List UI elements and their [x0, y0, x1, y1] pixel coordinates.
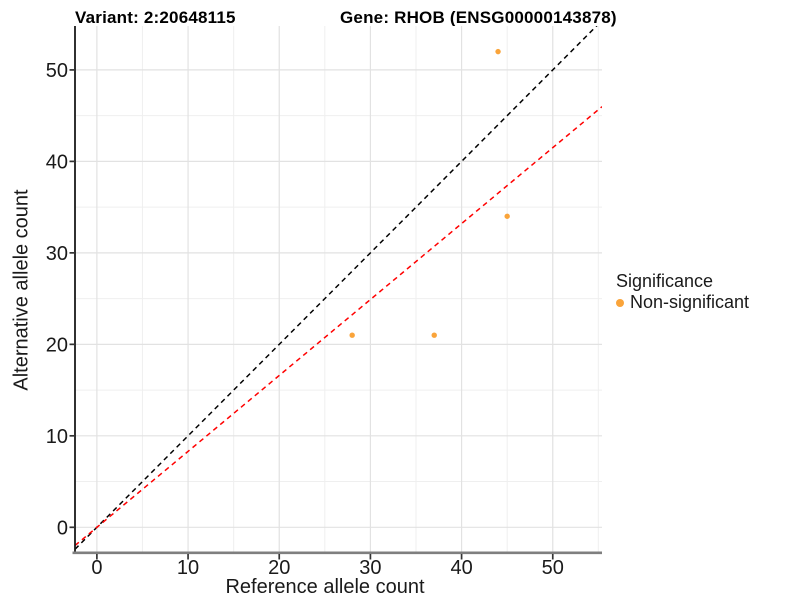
- x-tick-label: 10: [177, 557, 199, 579]
- x-tick-label: 0: [91, 557, 102, 579]
- legend-point-icon: [616, 298, 624, 307]
- data-point: [431, 332, 437, 338]
- y-tick-label: 40: [46, 151, 68, 173]
- x-tick-label: 40: [450, 557, 472, 579]
- x-axis-label: Reference allele count: [225, 576, 425, 598]
- y-tick-label: 30: [46, 243, 68, 265]
- legend-item-label: Non-significant: [630, 292, 750, 312]
- y-axis-label: Alternative allele count: [10, 189, 33, 391]
- y-tick-label: 20: [46, 334, 68, 356]
- x-tick-label: 20: [268, 557, 290, 579]
- identity-line: [75, 26, 598, 550]
- gene-title: Gene: RHOB (ENSG00000143878): [340, 8, 617, 27]
- y-tick-label: 10: [46, 426, 68, 448]
- variant-title: Variant: 2:20648115: [75, 8, 236, 27]
- data-point: [504, 213, 510, 219]
- plot-panel: [75, 26, 602, 552]
- legend-item-non-significant: Non-significant: [616, 292, 749, 313]
- y-tick-label: 50: [46, 60, 68, 82]
- allelic-ratio-line: [75, 106, 602, 547]
- x-tick-label: 30: [359, 557, 381, 579]
- y-tick-label: 0: [57, 517, 68, 539]
- data-point: [495, 48, 501, 55]
- data-point: [349, 332, 355, 338]
- legend: Significance Non-significant: [616, 270, 749, 313]
- x-tick-label: 50: [542, 557, 564, 579]
- legend-title: Significance: [616, 271, 714, 291]
